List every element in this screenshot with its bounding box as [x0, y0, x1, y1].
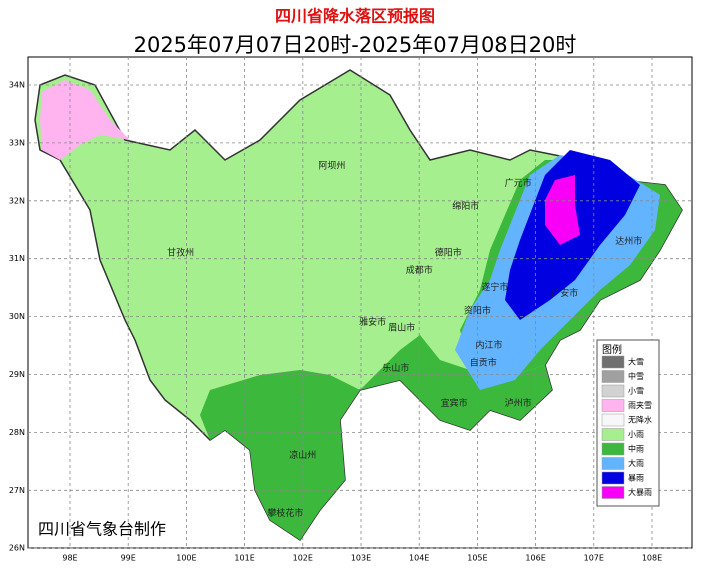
- legend-swatch: [601, 370, 625, 383]
- place-label: 自贡市: [470, 356, 497, 368]
- legend-swatch: [601, 384, 625, 398]
- heavy-rainstorm: [545, 175, 580, 245]
- place-label: 阿坝州: [318, 161, 345, 172]
- place-label: 眉山市: [388, 322, 415, 334]
- place-label: 内江市: [476, 339, 503, 351]
- legend-swatch: [601, 399, 625, 412]
- legend-swatch: [601, 486, 625, 499]
- lon-tick-label: 98E: [62, 554, 77, 563]
- place-label: 遂宁市: [481, 281, 508, 293]
- lon-tick-label: 101E: [234, 554, 254, 563]
- place-label: 广安市: [551, 287, 578, 299]
- lon-tick-label: 106E: [525, 554, 545, 563]
- lat-tick-label: 29N: [9, 370, 25, 379]
- place-label: 广元市: [505, 177, 532, 189]
- legend-label: 小雪: [628, 387, 644, 396]
- lon-tick-label: 99E: [121, 554, 136, 563]
- legend-swatch: [601, 355, 625, 369]
- lon-tick-label: 102E: [293, 554, 313, 563]
- lon-tick-label: 100E: [176, 554, 196, 563]
- legend-label: 无降水: [628, 415, 652, 425]
- lat-tick-label: 31N: [9, 254, 25, 263]
- subtitle: 2025年07月07日20时-2025年07月08日20时: [134, 33, 577, 57]
- moderate-rain-sw: [200, 370, 360, 540]
- legend-label: 雨夹雪: [628, 400, 652, 410]
- legend-label: 中雨: [628, 444, 644, 454]
- place-label: 成都市: [406, 264, 433, 276]
- legend-label: 大暴雨: [628, 487, 652, 497]
- place-label: 雅安市: [359, 316, 386, 328]
- lon-tick-label: 108E: [642, 554, 662, 563]
- legend-swatch: [601, 471, 625, 485]
- legend-swatch: [601, 442, 625, 456]
- place-label: 绵阳市: [452, 200, 479, 212]
- legend-swatch: [601, 413, 625, 427]
- place-label: 宜宾市: [441, 397, 468, 409]
- place-label: 资阳市: [464, 304, 491, 316]
- legend-label: 大雨: [628, 458, 644, 468]
- legend-label: 大雪: [628, 357, 644, 367]
- place-label: 泸州市: [505, 397, 532, 409]
- lat-tick-label: 34N: [9, 81, 25, 90]
- place-label: 达州市: [615, 235, 642, 247]
- moderate-rain-mid: [360, 335, 552, 430]
- lat-tick-label: 30N: [9, 312, 25, 321]
- place-label: 德阳市: [435, 246, 462, 258]
- lon-tick-label: 105E: [467, 554, 487, 563]
- legend-label: 暴雨: [628, 474, 644, 483]
- lat-tick-label: 32N: [9, 196, 25, 205]
- legend-title: 图例: [602, 343, 622, 356]
- title: 四川省降水落区预报图: [275, 7, 435, 26]
- graticule: 34N 33N 32N 31N 30N 29N 28N 27N 26N 98E 99E 100E 101…: [9, 57, 692, 563]
- sleet-nw: [40, 80, 130, 160]
- legend-label: 中雪: [628, 371, 644, 381]
- lat-tick-label: 27N: [9, 486, 25, 495]
- legend-swatch: [601, 428, 625, 441]
- place-label: 凉山州: [289, 449, 316, 461]
- lat-tick-label: 33N: [9, 138, 25, 147]
- lat-tick-label: 28N: [9, 428, 25, 437]
- place-label: 甘孜州: [167, 246, 194, 258]
- legend-swatch: [601, 457, 625, 470]
- place-label: 乐山市: [382, 362, 409, 374]
- credit: 四川省气象台制作: [38, 520, 166, 539]
- lon-tick-label: 103E: [351, 554, 371, 563]
- lat-tick-label: 26N: [9, 544, 25, 553]
- place-label: 攀枝花市: [267, 507, 303, 519]
- lon-tick-label: 107E: [584, 554, 604, 563]
- lon-tick-label: 104E: [409, 554, 429, 563]
- legend-label: 小雨: [628, 430, 644, 439]
- map-regions: [34, 69, 683, 542]
